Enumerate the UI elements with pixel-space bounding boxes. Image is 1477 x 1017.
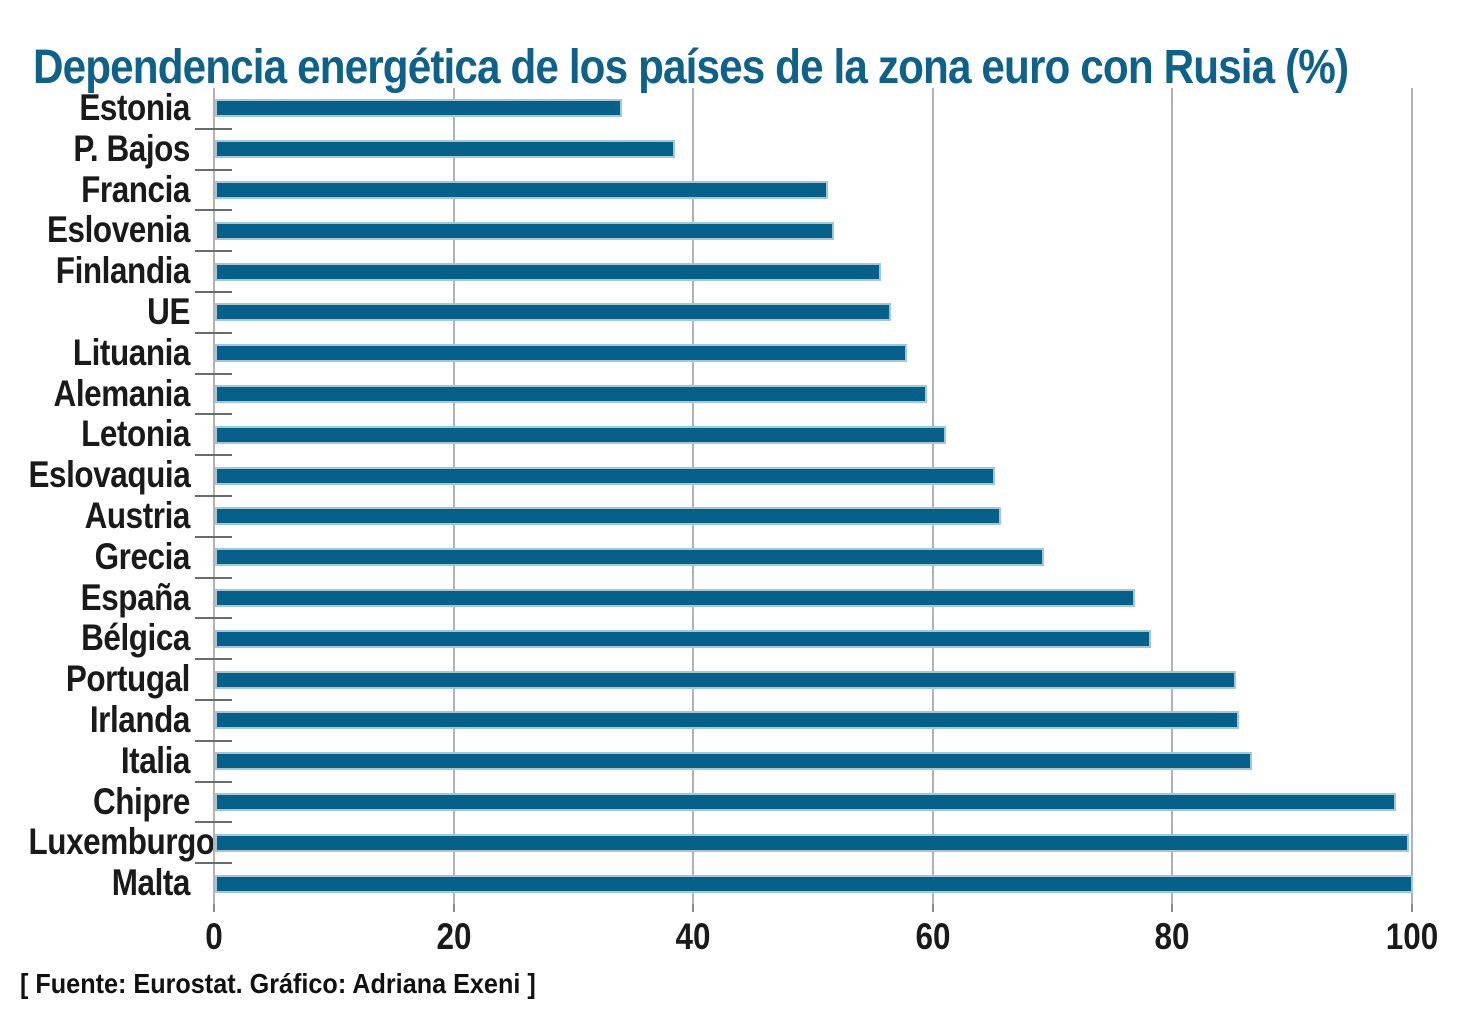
category-label-austria: Austria [84,495,191,536]
category-label-p-bajos: P. Bajos [73,127,190,169]
category-label-luxemburgo: Luxemburgo [28,821,216,863]
y-axis-row-tick [195,454,232,457]
y-axis-row-tick [195,291,232,293]
bar-italia [215,752,1253,771]
x-axis-label-80: 80 [1154,916,1190,957]
y-axis-row-tick [195,413,232,416]
bar-estonia [215,99,623,118]
y-axis-row-tick [195,535,232,538]
bar-irlanda [215,711,1240,730]
y-axis-row-tick [195,862,232,865]
bar-eslovaquia [215,466,995,485]
x-axis-tick-0 [213,904,215,912]
x-axis-tick-100 [1411,904,1413,912]
category-label-francia: Francia [81,168,190,210]
y-axis-row-tick [195,739,232,742]
bar-grecia [215,548,1045,567]
x-axis-label-100: 100 [1385,916,1439,957]
category-label-grecia: Grecia [94,535,191,577]
chart-title: Dependencia energética de los países de … [33,41,1349,95]
category-label-eslovenia: Eslovenia [46,209,191,251]
bar-francia [215,181,829,199]
category-label-italia: Italia [120,739,191,781]
bar-austria [215,507,1001,526]
bar-lituania [215,344,908,363]
y-axis-row-tick [195,250,232,253]
category-label-b-lgica: Bélgica [81,617,190,659]
category-label-malta: Malta [111,862,191,904]
y-axis-row-tick [195,617,232,620]
y-axis-row-tick [195,127,232,130]
y-axis-row-tick [195,331,232,334]
bar-ue [215,303,891,322]
y-axis-row-tick [195,372,232,375]
gridline-20 [452,88,455,904]
gridline-60 [931,88,934,904]
x-axis-tick-40 [692,904,695,912]
x-axis-tick-60 [931,904,934,912]
y-axis-row-tick [195,209,232,212]
bar-alemania [215,385,927,403]
bar-malta [215,874,1413,893]
gridline-80 [1171,88,1174,904]
bar-eslovenia [215,221,835,240]
y-axis-row-tick [195,576,232,579]
y-axis-row-tick [195,495,232,497]
gridline-40 [692,88,695,904]
x-axis-tick-20 [452,904,455,912]
bar-finlandia [215,262,882,281]
category-label-letonia: Letonia [81,413,190,455]
category-label-estonia: Estonia [79,87,190,128]
x-axis-label-60: 60 [915,916,951,957]
category-label-chipre: Chipre [92,780,190,822]
category-label-portugal: Portugal [65,658,191,700]
category-label-ue: UE [147,291,190,332]
y-axis-row-tick [195,658,232,661]
category-label-irlanda: Irlanda [89,699,191,740]
bar-b-lgica [215,629,1151,648]
gridline-100 [1411,88,1413,904]
y-axis-row-tick [195,699,232,701]
y-axis-row-tick [195,780,232,783]
plot-area: 0 20 40 60 80 100 [195,88,1438,957]
category-label-espa-a: España [80,576,191,618]
category-label-eslovaquia: Eslovaquia [28,454,191,496]
bar-luxemburgo [215,833,1410,852]
bar-chipre [215,793,1397,811]
category-label-lituania: Lituania [72,331,191,373]
x-axis-label-20: 20 [436,916,472,957]
bar-portugal [215,670,1236,689]
category-label-finlandia: Finlandia [55,250,191,292]
x-axis-tick-80 [1171,904,1174,912]
bar-p-bajos [215,140,676,159]
bar-espa-a [215,589,1136,607]
y-axis-row-tick [195,168,232,171]
y-axis-labels: Estonia P. Bajos Francia Eslovenia Finlandia… [0,87,216,904]
y-axis-row-tick [195,821,232,824]
x-axis-label-40: 40 [675,916,711,957]
category-label-alemania: Alemania [53,372,191,414]
bar-letonia [215,425,946,444]
source-credit: [ Fuente: Eurostat. Gráfico: Adriana Exe… [20,968,536,999]
x-axis-label-0: 0 [205,916,223,957]
